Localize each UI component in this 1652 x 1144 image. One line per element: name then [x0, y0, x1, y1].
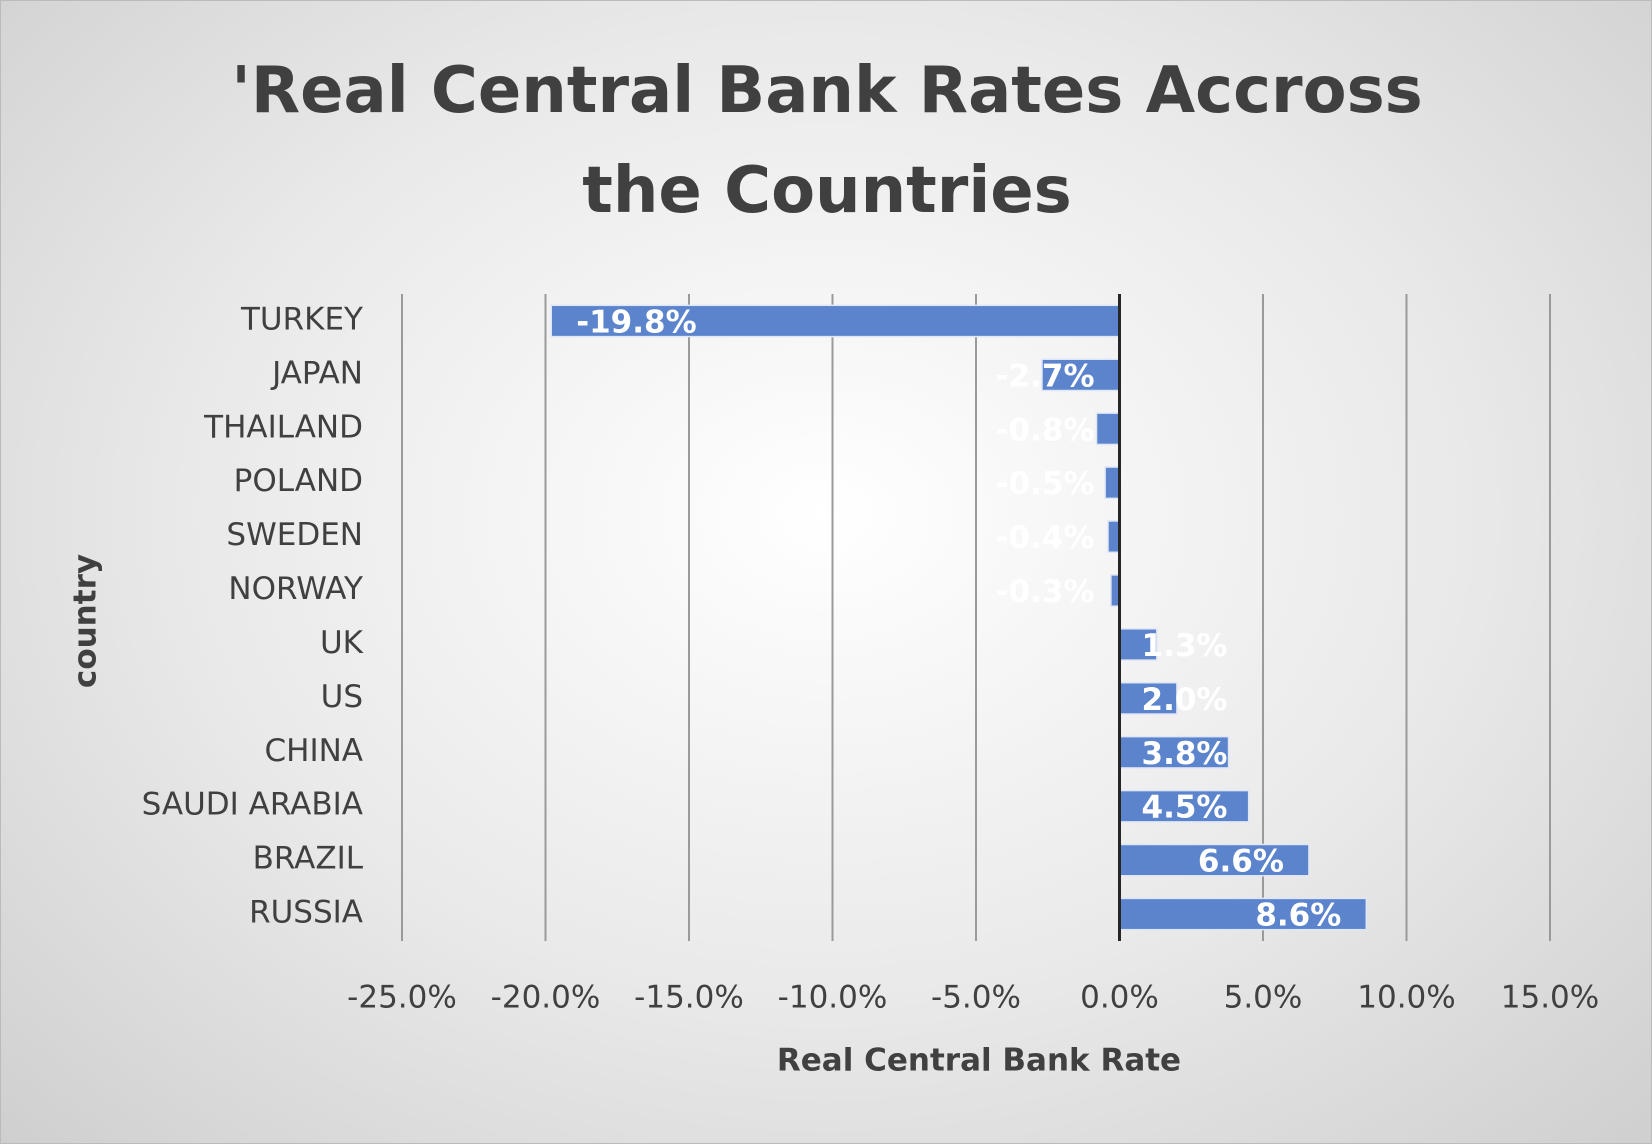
- y-axis-title: country: [68, 554, 104, 688]
- data-label: -2.7%: [996, 358, 1095, 394]
- y-tick-label: THAILAND: [203, 409, 363, 445]
- y-tick-label: UK: [320, 625, 364, 661]
- bar: [1095, 412, 1121, 446]
- y-tick-label: RUSSIA: [249, 895, 363, 931]
- bar: [550, 304, 1121, 338]
- y-tick-label: SAUDI ARABIA: [142, 787, 363, 823]
- data-label: -0.5%: [996, 466, 1095, 502]
- data-label: 4.5%: [1142, 790, 1228, 826]
- data-label: 8.6%: [1255, 898, 1341, 934]
- x-tick-label: -10.0%: [778, 980, 888, 1016]
- bar: [1118, 735, 1230, 769]
- y-tick-label: SWEDEN: [226, 517, 363, 553]
- x-tick-label: -15.0%: [634, 980, 744, 1016]
- bar: [1104, 466, 1121, 500]
- x-tick-label: 0.0%: [1080, 980, 1159, 1016]
- bar: [1118, 843, 1310, 877]
- x-tick-label: -5.0%: [931, 980, 1021, 1016]
- x-axis-title: Real Central Bank Rate: [777, 1043, 1181, 1079]
- bar: [1118, 789, 1250, 823]
- data-label: 2.0%: [1142, 682, 1228, 718]
- data-label: 3.8%: [1142, 736, 1228, 772]
- data-label: 6.6%: [1198, 844, 1284, 880]
- x-tick-label: 15.0%: [1501, 980, 1599, 1016]
- chart-title: 'Real Central Bank Rates Accross the Cou…: [231, 54, 1423, 228]
- bar: [1118, 628, 1158, 661]
- y-tick-label: POLAND: [234, 463, 363, 499]
- bar: [1107, 520, 1121, 554]
- data-label: -0.3%: [996, 574, 1095, 610]
- data-label: 1.3%: [1142, 628, 1228, 664]
- y-tick-label: US: [321, 679, 363, 715]
- bar: [1118, 897, 1368, 931]
- y-tick-label: TURKEY: [240, 301, 363, 337]
- bar: [1118, 681, 1178, 715]
- x-tick-label: -20.0%: [491, 980, 601, 1016]
- y-tick-label: CHINA: [265, 733, 364, 769]
- data-label: -19.8%: [576, 304, 696, 340]
- x-tick-label: 5.0%: [1224, 980, 1303, 1016]
- x-tick-label: 10.0%: [1357, 980, 1455, 1016]
- x-tick-label: -25.0%: [347, 980, 457, 1016]
- y-tick-label: NORWAY: [228, 571, 363, 607]
- y-tick-label: BRAZIL: [253, 841, 364, 877]
- data-label: -0.8%: [996, 412, 1095, 448]
- data-label: -0.4%: [996, 520, 1095, 556]
- y-tick-label: JAPAN: [270, 355, 363, 391]
